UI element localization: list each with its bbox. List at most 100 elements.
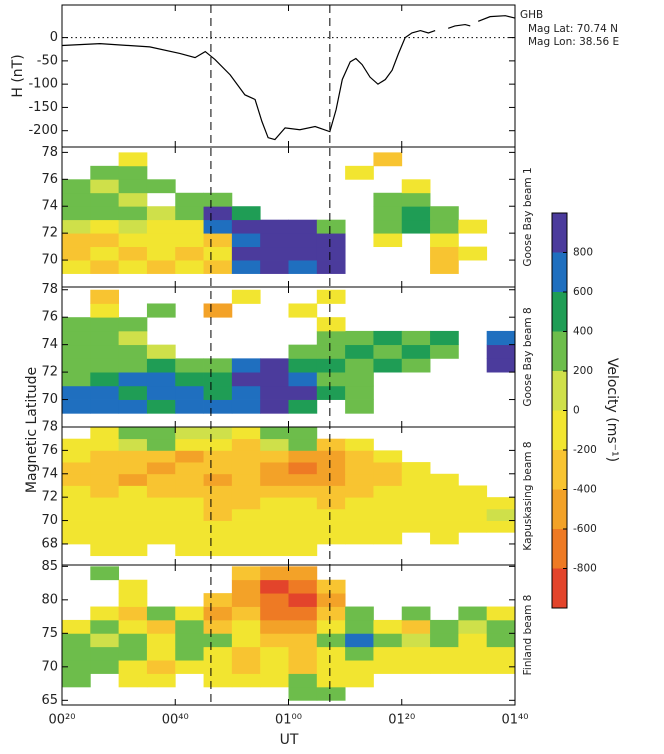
velocity-cell [90, 358, 120, 373]
velocity-cell [146, 646, 176, 661]
y-tick-label: 70 [41, 392, 58, 407]
velocity-cell [401, 206, 431, 221]
velocity-cell [203, 450, 233, 463]
velocity-cell [316, 330, 346, 346]
velocity-cell [231, 233, 261, 248]
velocity-cell [288, 372, 318, 387]
velocity-cell [90, 438, 120, 451]
velocity-cell [203, 427, 233, 440]
velocity-cell [260, 372, 289, 387]
velocity-cell [458, 497, 488, 510]
velocity-cell [90, 246, 120, 261]
velocity-cell [288, 686, 318, 701]
velocity-cell [430, 330, 459, 346]
velocity-cell [118, 473, 148, 486]
x-tick-label: 01²⁰ [388, 713, 415, 728]
velocity-cell [401, 660, 431, 674]
velocity-cell [316, 344, 346, 359]
velocity-cell [373, 152, 403, 167]
velocity-cell [345, 633, 374, 648]
velocity-cell [260, 450, 289, 463]
x-axis-label: UT [280, 732, 299, 748]
velocity-cell [146, 219, 176, 234]
velocity-cell [316, 497, 346, 510]
velocity-cell [203, 462, 233, 475]
velocity-cell [62, 372, 91, 387]
velocity-cell [458, 508, 488, 521]
velocity-cell [316, 260, 346, 274]
velocity-cell [118, 260, 148, 274]
velocity-cell [90, 606, 120, 621]
velocity-cell [486, 633, 516, 648]
velocity-cell [175, 520, 204, 533]
velocity-cell [175, 508, 204, 521]
velocity-cell [316, 532, 346, 545]
velocity-cell [231, 532, 261, 545]
velocity-cell [345, 606, 374, 621]
velocity-cell [90, 233, 120, 248]
velocity-cell [175, 660, 204, 674]
velocity-cell [203, 673, 233, 688]
velocity-cell [430, 520, 459, 533]
velocity-cell [260, 399, 289, 414]
colorbar-label: Velocity (ms⁻¹) [604, 358, 620, 462]
velocity-cell [316, 317, 346, 332]
velocity-cell [288, 579, 318, 594]
velocity-cell [90, 399, 120, 414]
h-axis-label: H (nT) [10, 54, 26, 97]
velocity-cell [316, 686, 346, 701]
velocity-cell [231, 619, 261, 634]
velocity-cell [486, 358, 516, 373]
velocity-cell [316, 646, 346, 661]
velocity-cell [231, 427, 261, 440]
velocity-cell [62, 260, 91, 274]
velocity-cell [146, 260, 176, 274]
velocity-cell [146, 520, 176, 533]
velocity-cell [373, 473, 403, 486]
colorbar-band [552, 568, 567, 608]
y-tick-label: 80 [41, 592, 58, 607]
velocity-cell [90, 385, 120, 400]
velocity-cell [316, 233, 346, 248]
velocity-cell [288, 606, 318, 621]
velocity-cell [260, 593, 289, 607]
panel-label: Goose Bay beam 1 [522, 167, 534, 266]
velocity-cell [90, 543, 120, 557]
velocity-cell [146, 399, 176, 414]
velocity-cell [345, 462, 374, 475]
x-tick-label: 01⁴⁰ [502, 713, 529, 728]
velocity-cell [345, 520, 374, 533]
velocity-cell [260, 385, 289, 400]
velocity-cell [62, 385, 91, 400]
velocity-cell [175, 473, 204, 486]
velocity-cell [316, 438, 346, 451]
velocity-cell [373, 206, 403, 221]
velocity-cell [90, 260, 120, 274]
velocity-cell [231, 358, 261, 373]
y-tick-label: 74 [41, 199, 58, 214]
velocity-cell [288, 593, 318, 607]
velocity-cell [260, 619, 289, 634]
velocity-cell [260, 462, 289, 475]
velocity-cell [231, 246, 261, 261]
velocity-cell [118, 165, 148, 180]
velocity-cell [288, 532, 318, 545]
velocity-cell [231, 462, 261, 475]
velocity-cell [458, 619, 488, 634]
velocity-cell [118, 206, 148, 221]
velocity-cell [118, 427, 148, 440]
velocity-cell [316, 606, 346, 621]
velocity-cell [175, 206, 204, 221]
velocity-cell [203, 497, 233, 510]
velocity-cell [118, 508, 148, 521]
velocity-cell [288, 399, 318, 414]
velocity-cell [231, 646, 261, 661]
velocity-cell [118, 246, 148, 261]
velocity-cell [146, 233, 176, 248]
y-tick-label: 74 [41, 337, 58, 352]
velocity-cell [288, 485, 318, 498]
velocity-cell [175, 485, 204, 498]
velocity-cell [401, 179, 431, 194]
y-tick-label: 72 [41, 365, 58, 380]
